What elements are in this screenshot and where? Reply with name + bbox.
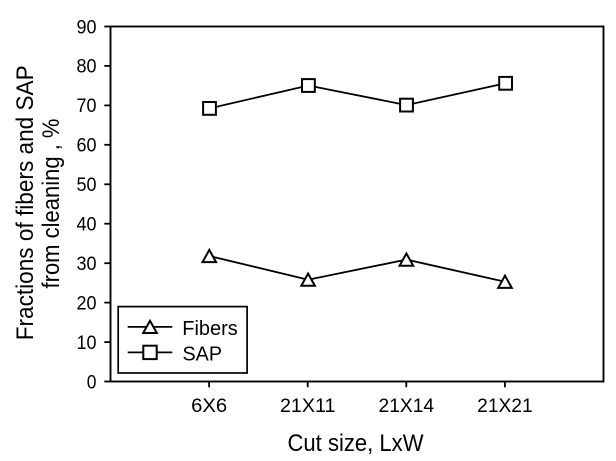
svg-text:6X6: 6X6 [191, 395, 227, 417]
svg-text:Fractions of fibers and SAP: Fractions of fibers and SAP [12, 65, 39, 340]
svg-text:90: 90 [77, 16, 97, 38]
svg-text:30: 30 [77, 253, 97, 275]
svg-text:Cut size, LxW: Cut size, LxW [288, 430, 424, 457]
svg-text:40: 40 [77, 214, 97, 236]
svg-text:21X11: 21X11 [280, 395, 336, 417]
svg-text:from cleaning , %: from cleaning , % [38, 119, 65, 289]
svg-text:21X21: 21X21 [477, 395, 533, 417]
svg-text:SAP: SAP [183, 343, 223, 365]
svg-text:20: 20 [77, 292, 97, 314]
svg-text:0: 0 [87, 371, 97, 393]
svg-text:21X14: 21X14 [379, 395, 435, 417]
svg-text:Fibers: Fibers [182, 318, 238, 340]
svg-text:80: 80 [77, 56, 97, 78]
svg-text:50: 50 [77, 174, 97, 196]
svg-text:70: 70 [77, 95, 97, 117]
svg-text:10: 10 [77, 332, 97, 354]
svg-text:60: 60 [77, 135, 97, 157]
